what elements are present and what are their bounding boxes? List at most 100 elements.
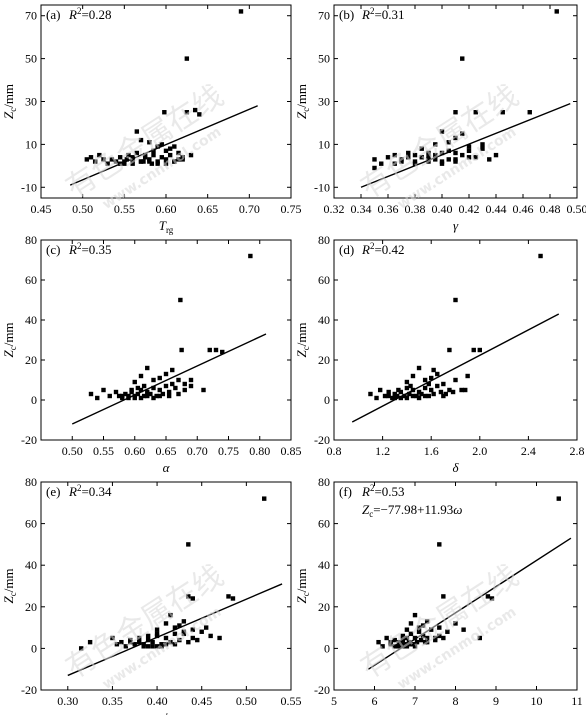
data-point xyxy=(426,155,431,160)
x-tick-label: 0.70 xyxy=(239,202,260,216)
data-point xyxy=(386,393,391,399)
data-point xyxy=(412,612,418,618)
data-point xyxy=(132,642,137,647)
data-point xyxy=(408,383,413,389)
data-point xyxy=(145,637,151,643)
data-point xyxy=(407,391,412,397)
data-point xyxy=(230,596,236,601)
y-tick-label: 40 xyxy=(25,558,37,572)
data-point xyxy=(396,644,401,649)
data-point xyxy=(248,253,253,259)
data-point xyxy=(166,389,172,395)
data-point xyxy=(122,161,127,166)
data-point xyxy=(128,639,133,645)
data-point xyxy=(380,644,385,649)
data-point xyxy=(404,635,410,641)
y-tick-label: 0 xyxy=(324,393,330,407)
data-point xyxy=(404,385,410,391)
data-point xyxy=(172,625,178,630)
data-point xyxy=(466,155,472,160)
data-point xyxy=(412,644,418,649)
x-tick-label: 5 xyxy=(331,694,337,708)
panel-c: 0.50 0.55 0.60 0.65 0.70 0.75 0.80 0.85 -20 0 20 40… xyxy=(1,233,302,475)
y-tick-label: 80 xyxy=(25,475,37,489)
data-point xyxy=(132,395,137,401)
data-point xyxy=(163,371,169,377)
y-tick-label: 10 xyxy=(318,137,330,151)
data-point xyxy=(188,152,194,158)
data-point xyxy=(404,644,410,649)
y-tick-label: -20 xyxy=(314,683,330,697)
data-point xyxy=(392,161,397,166)
data-point xyxy=(441,594,446,599)
data-point xyxy=(429,387,434,393)
data-point xyxy=(385,155,391,160)
data-point xyxy=(163,161,169,166)
data-point xyxy=(429,375,434,381)
x-tick-label: 0.30 xyxy=(57,694,78,708)
data-point xyxy=(109,157,115,162)
x-tick-label: 0.42 xyxy=(459,202,480,216)
x-tick-label: 0.80 xyxy=(249,444,270,458)
data-point xyxy=(400,633,406,639)
y-tick-label: 70 xyxy=(25,9,37,23)
data-point xyxy=(138,137,144,143)
data-point xyxy=(176,377,181,383)
x-axis-label: Trg xyxy=(159,218,174,235)
y-tick-label: -20 xyxy=(314,433,330,447)
data-point xyxy=(447,347,452,353)
x-tick-label: 10 xyxy=(531,694,543,708)
data-point xyxy=(126,395,131,401)
data-point xyxy=(151,148,156,154)
data-point xyxy=(116,393,122,399)
data-point xyxy=(437,633,442,639)
data-point xyxy=(450,389,456,395)
data-point xyxy=(172,631,178,637)
data-point xyxy=(408,631,414,637)
x-tick-label: 0.38 xyxy=(405,202,426,216)
data-point xyxy=(424,619,430,624)
data-point xyxy=(167,146,173,151)
x-tick-label: 0.48 xyxy=(540,202,561,216)
data-point xyxy=(154,644,160,649)
data-point xyxy=(154,631,160,637)
data-point xyxy=(372,165,377,171)
y-tick-label: 20 xyxy=(318,353,330,367)
data-point xyxy=(445,629,450,634)
data-point xyxy=(163,642,169,647)
data-point xyxy=(480,142,485,147)
data-point xyxy=(392,152,397,158)
data-point xyxy=(406,155,411,160)
data-point xyxy=(195,637,200,643)
x-tick-label: 2.4 xyxy=(521,444,536,458)
data-point xyxy=(460,152,465,158)
y-axis-label: Zc/mm xyxy=(1,84,18,119)
data-point xyxy=(461,627,466,632)
data-point xyxy=(201,387,206,393)
data-point xyxy=(419,391,424,397)
r-squared-label: R2=0.35 xyxy=(68,241,112,257)
x-tick-label: 1.6 xyxy=(424,444,439,458)
fit-line xyxy=(71,333,267,425)
data-point xyxy=(399,159,404,164)
data-point xyxy=(123,644,129,649)
data-point xyxy=(88,391,94,397)
data-point xyxy=(426,150,431,156)
y-tick-label: 50 xyxy=(25,52,37,66)
data-point xyxy=(419,146,424,151)
y-tick-label: 60 xyxy=(25,273,37,287)
x-tick-label: 7 xyxy=(412,694,418,708)
data-point xyxy=(441,635,446,641)
panel-label: (c) xyxy=(46,242,60,257)
data-point xyxy=(412,161,418,166)
x-tick-label: 6 xyxy=(372,694,378,708)
data-point xyxy=(426,393,431,399)
data-point xyxy=(179,347,184,353)
x-tick-label: 0.46 xyxy=(513,202,534,216)
data-point xyxy=(182,387,187,393)
data-point xyxy=(145,644,151,649)
data-point xyxy=(527,110,532,115)
data-point xyxy=(145,365,150,371)
data-point xyxy=(155,161,160,166)
